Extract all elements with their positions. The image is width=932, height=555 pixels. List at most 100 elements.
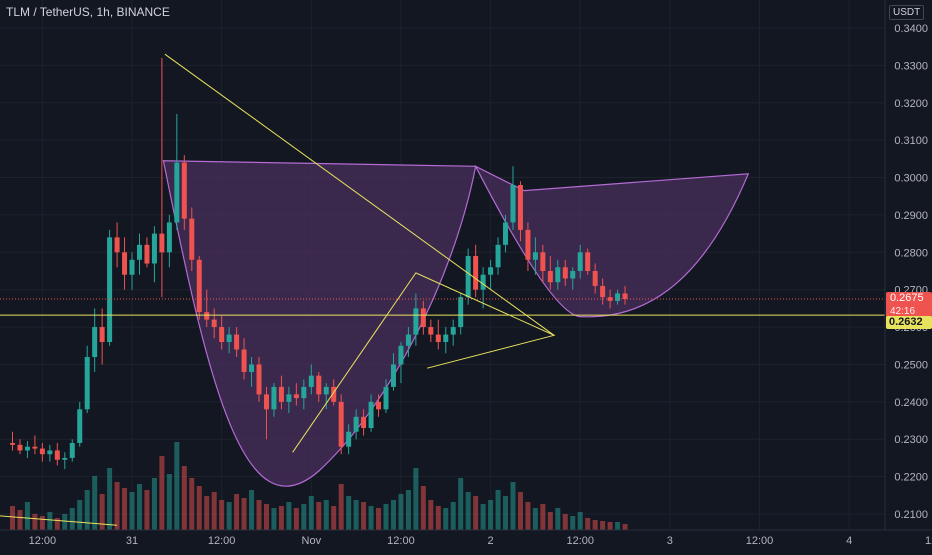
price-tick-label: 0.2300 (894, 434, 928, 446)
candle-body (226, 334, 232, 343)
time-tick-label: 12:00 (208, 535, 236, 547)
candle-body (495, 244, 501, 268)
candle-body (503, 222, 509, 245)
candle-body (450, 327, 456, 335)
volume-bar (592, 520, 598, 530)
volume-bar (114, 482, 120, 530)
volume-bar (428, 500, 434, 530)
candlesticks (10, 57, 628, 470)
candle-body (39, 448, 45, 455)
volume-bar (107, 468, 113, 530)
volume-bar (17, 510, 23, 530)
volume-bar (346, 496, 352, 530)
candle-body (473, 256, 479, 290)
candle-body (383, 386, 389, 410)
candle-body (234, 334, 240, 350)
candle-body (241, 349, 247, 372)
time-tick-label: 12:00 (746, 535, 774, 547)
volume-bar (234, 494, 240, 530)
candle-body (428, 327, 434, 335)
volume-bar (577, 512, 583, 530)
currency-badge[interactable]: USDT (889, 5, 925, 20)
time-tick-label: 3 (667, 535, 673, 547)
price-tick-label: 0.2500 (894, 359, 928, 371)
time-tick-label: 12:00 (387, 535, 415, 547)
candle-body (122, 252, 128, 275)
support-triangle (292, 272, 556, 453)
cup-shape (162, 160, 477, 487)
candle-body (249, 364, 255, 372)
price-tick-label: 0.3200 (894, 98, 928, 110)
price-tick-label: 0.2900 (894, 210, 928, 222)
volume-bar (503, 496, 509, 530)
candle-body (189, 218, 195, 260)
volume-bar (129, 492, 135, 530)
volume-bar (32, 514, 38, 530)
volume-bar (69, 508, 75, 530)
volume-bar (293, 508, 299, 530)
volume-bar (211, 492, 217, 530)
candle-body (84, 356, 90, 410)
volume-bar (256, 500, 262, 530)
price-tick-label: 0.2400 (894, 397, 928, 409)
candle-body (570, 271, 576, 279)
volume-bar (301, 504, 307, 530)
symbol-title: TLM / TetherUS, 1h, BINANCE (6, 5, 170, 19)
candle-body (196, 259, 202, 313)
candle-body (585, 252, 591, 271)
volume-bar (286, 502, 292, 530)
candle-body (211, 319, 217, 328)
time-tick-label: Nov (302, 535, 322, 547)
price-tick-label: 0.2800 (894, 247, 928, 259)
candle-body (480, 274, 486, 290)
volume-bar (151, 478, 157, 530)
volume-bar (39, 516, 45, 530)
price-tick-label: 0.2200 (894, 472, 928, 484)
candle-body (151, 233, 157, 264)
volume-bar (420, 486, 426, 530)
volume-bar (338, 484, 344, 530)
price-tick-label: 0.3300 (894, 60, 928, 72)
handle-shape (474, 164, 750, 318)
candle-body (204, 312, 210, 320)
candle-body (346, 431, 352, 447)
volume-bar (189, 478, 195, 530)
candle-body (174, 162, 180, 223)
volume-bar (263, 504, 269, 530)
candle-body (263, 394, 269, 410)
volume-bar (226, 502, 232, 530)
volume-bars (10, 442, 628, 530)
candle-body (540, 252, 546, 271)
volume-bar (92, 476, 98, 530)
candle-body (532, 252, 538, 260)
time-tick-label: 12:00 (29, 535, 57, 547)
volume-bar (413, 468, 419, 530)
candle-body (114, 237, 120, 253)
candle-countdown: 42:16 (890, 306, 916, 317)
candle-body (398, 345, 404, 365)
volume-bar (607, 522, 613, 530)
downtrend-line (164, 53, 555, 336)
volume-bar (219, 500, 225, 530)
candle-body (24, 446, 30, 451)
volume-bar (555, 508, 561, 530)
volume-bar (241, 498, 247, 530)
volume-bar (361, 502, 367, 530)
candle-body (353, 416, 359, 432)
candle-body (54, 450, 60, 460)
time-tick-label: 31 (126, 535, 138, 547)
candle-body (99, 327, 105, 343)
candle-body (600, 285, 606, 298)
volume-bar (398, 494, 404, 530)
candle-body (308, 375, 314, 387)
candle-body (136, 244, 142, 260)
candle-body (278, 386, 284, 402)
candle-body (166, 222, 172, 253)
volume-bar (278, 506, 284, 530)
candle-body (219, 327, 225, 343)
candle-body (368, 401, 374, 429)
candle-body (577, 252, 583, 271)
volume-bar (174, 442, 180, 530)
